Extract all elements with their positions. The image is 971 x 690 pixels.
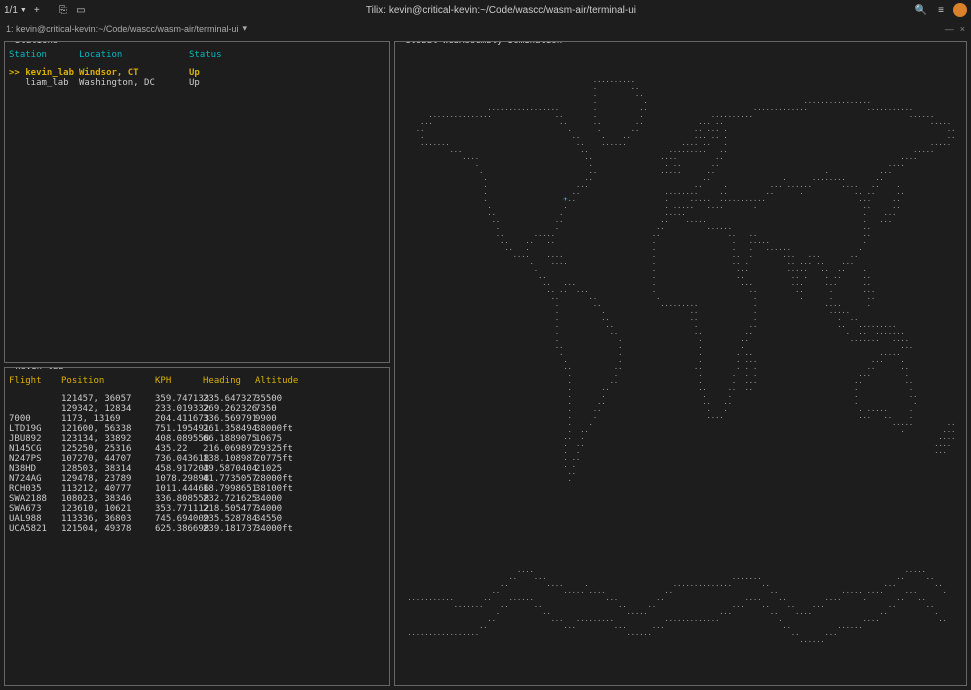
- window-title: Tilix: kevin@critical-kevin:~/Code/wascc…: [89, 5, 913, 16]
- split-button-1[interactable]: ⎘: [55, 2, 71, 18]
- flights-panel: kevin lab Flight Position KPH Heading Al…: [4, 367, 390, 686]
- flights-header-altitude: Altitude: [255, 376, 315, 386]
- stations-header-location: Location: [79, 50, 189, 60]
- flight-row[interactable]: UCA5821121504, 49378625.386698239.181737…: [9, 524, 385, 534]
- window-titlebar: 1/1 ▼ + ⎘ ▭ Tilix: kevin@critical-kevin:…: [0, 0, 971, 20]
- flights-header-row: Flight Position KPH Heading Altitude: [9, 376, 385, 386]
- flight-row[interactable]: N38HD128503, 38314458.91720349.587040421…: [9, 464, 385, 474]
- map-marker-icon: ✈: [563, 195, 567, 203]
- flight-row[interactable]: LTD19G121600, 56338751.195491261.3584943…: [9, 424, 385, 434]
- flight-row[interactable]: SWA673123610, 10621353.771112218.5054773…: [9, 504, 385, 514]
- flight-row[interactable]: UAL988113336, 36803745.694009235.5287843…: [9, 514, 385, 524]
- pane-dropdown-icon[interactable]: ▼: [20, 7, 27, 14]
- flight-row[interactable]: 129342, 12834233.019332269.2623267350: [9, 404, 385, 414]
- flight-row[interactable]: SWA2188108023, 38346336.808558232.721625…: [9, 494, 385, 504]
- flight-row[interactable]: N247PS107270, 44707736.043618138.1089872…: [9, 454, 385, 464]
- pane-counter: 1/1: [4, 5, 18, 16]
- flight-row[interactable]: 121457, 36057359.747133235.64732735500: [9, 394, 385, 404]
- flight-row[interactable]: N145CG125250, 25316435.22216.06989729325…: [9, 444, 385, 454]
- station-row[interactable]: >> kevin_labWindsor, CTUp: [9, 68, 385, 78]
- flights-header-kph: KPH: [155, 376, 203, 386]
- tab-bar: 1: kevin@critical-kevin:~/Code/wascc/was…: [0, 20, 971, 37]
- tab-title[interactable]: 1: kevin@critical-kevin:~/Code/wascc/was…: [6, 24, 238, 34]
- flight-row[interactable]: N724AG129478, 237891078.2989841.77350572…: [9, 474, 385, 484]
- flights-panel-title: kevin lab: [11, 367, 68, 372]
- workspace: Stations Station Location Status >> kevi…: [0, 37, 971, 690]
- stations-header-status: Status: [189, 50, 249, 60]
- flights-header-heading: Heading: [203, 376, 255, 386]
- flights-header-flight: Flight: [9, 376, 61, 386]
- station-row[interactable]: liam_labWashington, DCUp: [9, 78, 385, 88]
- stations-header-station: Station: [9, 50, 79, 60]
- stations-panel: Stations Station Location Status >> kevi…: [4, 41, 390, 363]
- map-panel: Global WebAssembly Domination: [394, 41, 967, 686]
- flight-row[interactable]: JBU892123134, 33892408.08955866.18890751…: [9, 434, 385, 444]
- stations-panel-title: Stations: [11, 41, 62, 46]
- stations-header-row: Station Location Status: [9, 50, 385, 60]
- menu-icon[interactable]: ≡: [933, 2, 949, 18]
- add-pane-button[interactable]: +: [29, 2, 45, 18]
- tab-dropdown-icon[interactable]: ▾: [242, 23, 247, 34]
- flight-row[interactable]: 70001173, 13169204.411673336.5697919900: [9, 414, 385, 424]
- ascii-world-map: .......... . ..: [399, 50, 962, 658]
- search-icon[interactable]: 🔍: [913, 2, 929, 18]
- map-panel-title: Global WebAssembly Domination: [401, 41, 566, 46]
- close-tab-icon[interactable]: ×: [960, 24, 965, 34]
- minimize-icon[interactable]: —: [945, 24, 954, 34]
- flight-row[interactable]: RCH035113212, 407771011.4446618.79986513…: [9, 484, 385, 494]
- split-button-2[interactable]: ▭: [73, 2, 89, 18]
- flights-header-position: Position: [61, 376, 155, 386]
- close-window-icon[interactable]: [953, 3, 967, 17]
